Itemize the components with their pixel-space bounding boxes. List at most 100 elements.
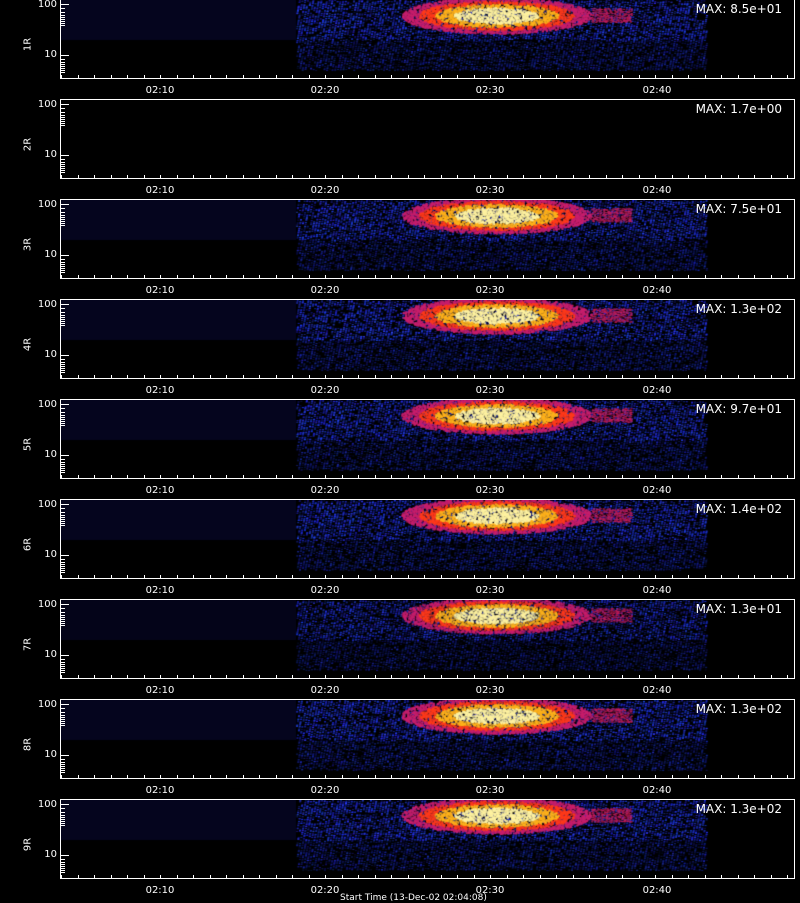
x-minor-tick (94, 375, 95, 378)
x-minor-tick (407, 375, 409, 378)
x-minor-tick (704, 375, 706, 378)
y-tick (61, 423, 65, 424)
x-minor-tick (308, 275, 310, 278)
x-minor-tick (490, 75, 491, 78)
y-tick-label: 10 (44, 649, 57, 660)
x-minor-tick (391, 75, 392, 78)
x-minor-tick (160, 375, 161, 378)
spectrogram-image (61, 200, 794, 278)
x-minor-tick (539, 275, 541, 278)
spectrogram-panel: 3R 100 10 02:10 02:20 02:30 02:40 MAX: 7.5e+01 (0, 199, 800, 299)
x-minor-tick (424, 875, 425, 878)
spectrogram-panel: 6R 100 10 02:10 02:20 02:30 02:40 MAX: 1.4e+02 (0, 499, 800, 599)
y-tick (61, 321, 65, 322)
y-tick (61, 768, 65, 769)
x-minor-tick (242, 75, 244, 78)
panel-label: 6R (22, 537, 34, 552)
y-tick (61, 123, 65, 124)
x-minor-tick (259, 75, 260, 78)
x-minor-tick (374, 275, 376, 278)
x-minor-tick (787, 775, 788, 778)
y-tick (61, 515, 65, 516)
y-tick (61, 619, 65, 620)
plot-area (60, 499, 795, 579)
y-tick (61, 719, 65, 720)
y-tick (61, 21, 65, 22)
spectrogram-panel: 2R 100 10 02:10 02:20 02:30 02:40 MAX: 1.7e+00 (0, 99, 800, 199)
panel-label: 5R (22, 437, 34, 452)
y-tick (61, 55, 69, 56)
x-minor-tick (605, 275, 607, 278)
x-tick-label: 02:40 (642, 285, 672, 296)
x-minor-tick (407, 475, 409, 478)
x-minor-tick (374, 175, 376, 178)
x-minor-tick (688, 575, 689, 578)
y-tick (61, 659, 65, 660)
x-minor-tick (308, 675, 310, 678)
x-minor-tick (440, 675, 442, 678)
x-minor-tick (424, 75, 425, 78)
x-minor-tick (110, 675, 112, 678)
y-tick (61, 662, 65, 663)
x-minor-tick (127, 75, 128, 78)
y-tick (61, 823, 65, 824)
y-tick (61, 504, 69, 505)
x-minor-tick (638, 275, 640, 278)
x-tick-label: 02:20 (310, 185, 340, 196)
x-minor-tick (473, 775, 475, 778)
x-tick-label: 02:40 (642, 185, 672, 196)
y-tick-label: 10 (44, 449, 57, 460)
x-minor-tick (77, 575, 79, 578)
y-tick (61, 425, 65, 426)
x-minor-tick (325, 875, 326, 878)
x-minor-tick (473, 375, 475, 378)
y-tick-label: 10 (44, 549, 57, 560)
x-minor-tick (787, 675, 788, 678)
y-tick-label: 100 (37, 299, 57, 310)
x-minor-tick (572, 375, 574, 378)
x-minor-tick (176, 875, 178, 878)
x-minor-tick (374, 875, 376, 878)
y-tick-label: 100 (37, 599, 57, 610)
x-minor-tick (688, 475, 689, 478)
y-tick (61, 572, 65, 573)
x-tick-label: 02:20 (310, 785, 340, 796)
spectrogram-image (61, 400, 794, 478)
x-minor-tick (160, 75, 161, 78)
x-minor-tick (391, 575, 392, 578)
x-minor-tick (77, 875, 79, 878)
x-minor-tick (688, 775, 689, 778)
x-minor-tick (770, 475, 772, 478)
y-tick (61, 421, 65, 422)
x-minor-tick (671, 475, 673, 478)
y-tick (61, 523, 65, 524)
x-minor-tick (94, 575, 95, 578)
x-minor-tick (391, 475, 392, 478)
y-tick (61, 668, 65, 669)
x-minor-tick (572, 875, 574, 878)
x-minor-tick (226, 275, 227, 278)
x-minor-tick (308, 75, 310, 78)
x-minor-tick (589, 275, 590, 278)
x-minor-tick (143, 575, 145, 578)
y-tick (61, 62, 65, 63)
x-minor-tick (275, 175, 277, 178)
x-minor-tick (473, 275, 475, 278)
y-tick (61, 725, 65, 726)
x-minor-tick (292, 275, 293, 278)
x-minor-tick (572, 475, 574, 478)
x-minor-tick (556, 375, 557, 378)
x-minor-tick (61, 175, 62, 178)
y-tick-label: 100 (37, 99, 57, 110)
x-minor-tick (325, 375, 326, 378)
x-minor-tick (325, 75, 326, 78)
x-minor-tick (638, 475, 640, 478)
x-minor-tick (506, 575, 508, 578)
x-minor-tick (770, 75, 772, 78)
x-minor-tick (358, 475, 359, 478)
x-minor-tick (275, 75, 277, 78)
x-tick-label: 02:30 (475, 685, 505, 696)
x-minor-tick (77, 775, 79, 778)
x-minor-tick (77, 75, 79, 78)
x-minor-tick (506, 675, 508, 678)
